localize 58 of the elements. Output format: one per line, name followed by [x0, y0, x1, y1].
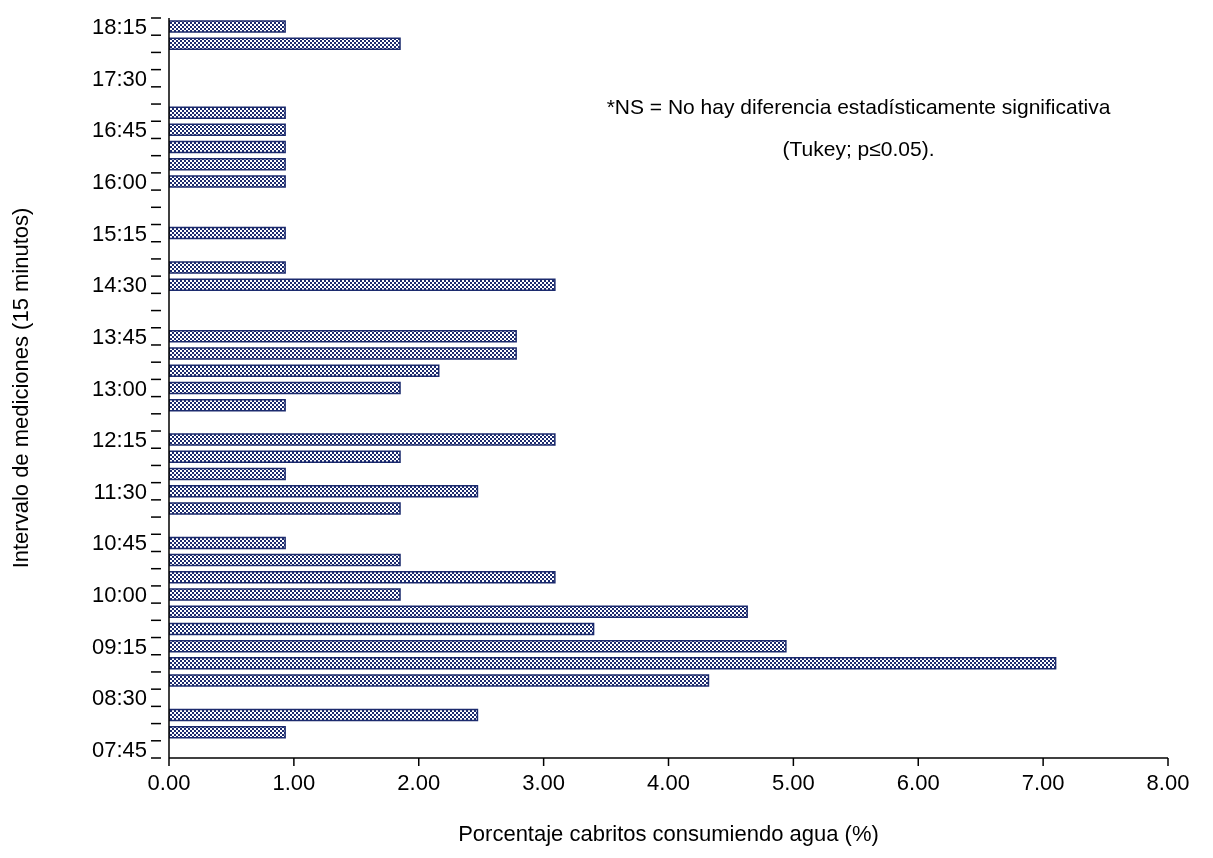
- bar: [169, 37, 401, 51]
- x-tick-label: 1.00: [272, 769, 316, 795]
- x-tick-label: 6.00: [896, 769, 940, 795]
- y-tick-label: 11:30: [93, 478, 147, 504]
- x-tick-label: 5.00: [771, 769, 815, 795]
- bar: [169, 330, 517, 343]
- annotation: *NS = No hay diferencia estadísticamente significativa (Tukey; p≤0.05).: [605, 94, 1112, 162]
- x-tick-label: 8.00: [1146, 769, 1190, 795]
- y-tick-label: 15:15: [91, 220, 147, 246]
- y-tick-label: 12:15: [91, 427, 147, 453]
- bar: [169, 140, 286, 154]
- y-axis-title: Intervalo de mediciones (15 minutos): [7, 207, 33, 569]
- bar: [169, 106, 286, 119]
- x-tick-label: 2.00: [397, 769, 441, 795]
- bar: [169, 261, 286, 274]
- bar: [169, 725, 286, 739]
- bar: [169, 622, 595, 636]
- bar: [169, 123, 286, 137]
- bar: [169, 588, 401, 601]
- bar: [169, 347, 517, 360]
- bar: [169, 485, 479, 498]
- y-tick-label: 13:00: [91, 375, 147, 401]
- y-tick-label: 08:30: [91, 685, 147, 711]
- bar: [169, 536, 286, 550]
- bar: [169, 381, 401, 395]
- bar: [169, 605, 748, 618]
- x-tick-label: 3.00: [522, 769, 566, 795]
- bar: [169, 657, 1057, 670]
- y-tick-label: 10:45: [91, 530, 147, 556]
- y-tick-label: 09:15: [91, 633, 147, 659]
- bar: [169, 433, 556, 446]
- y-tick-label: 16:45: [91, 117, 147, 143]
- bar: [169, 278, 556, 291]
- bar: [169, 158, 286, 171]
- bar: [169, 20, 286, 33]
- bar: [169, 571, 556, 584]
- y-tick-label: 10:00: [91, 582, 147, 608]
- y-tick-label: 14:30: [91, 272, 147, 298]
- bar: [169, 502, 401, 515]
- y-tick-label: 07:45: [91, 736, 147, 762]
- x-axis-title: Porcentaje cabritos consumiendo agua (%): [458, 821, 879, 846]
- bar: [169, 450, 401, 464]
- bar: [169, 175, 286, 188]
- y-tick-label: 18:15: [91, 14, 147, 40]
- bar: [169, 639, 787, 653]
- bar: [169, 364, 440, 378]
- x-tick-label: 4.00: [647, 769, 690, 795]
- bar: [169, 674, 710, 687]
- bar: [169, 708, 479, 722]
- x-tick-label: 7.00: [1021, 769, 1065, 795]
- y-tick-label: 13:45: [91, 323, 147, 349]
- bar: [169, 467, 286, 481]
- y-tick-label: 16:00: [91, 168, 147, 194]
- bar: [169, 226, 286, 240]
- y-tick-label: 17:30: [91, 65, 147, 91]
- bar: [169, 553, 401, 567]
- x-tick-label: 0.00: [147, 769, 191, 795]
- bar: [169, 398, 286, 412]
